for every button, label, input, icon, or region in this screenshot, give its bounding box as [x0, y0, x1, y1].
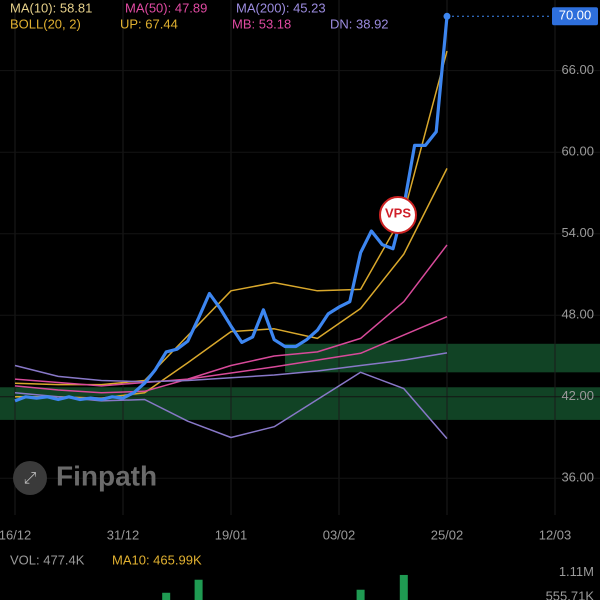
volume-bar: [399, 574, 408, 600]
indicator-legend: MA(10): 58.81: [10, 0, 92, 15]
indicator-line: [14, 352, 448, 383]
price-line: [14, 16, 449, 403]
y-tick-label: 36.00: [561, 470, 594, 485]
x-tick-label: 19/01: [215, 527, 248, 542]
indicator-legend: BOLL(20, 2): [10, 16, 81, 31]
last-price-label: 70.00: [559, 8, 592, 23]
x-tick-label: 03/02: [323, 527, 356, 542]
y-tick-label: 48.00: [561, 307, 594, 322]
volume-bar: [356, 589, 365, 600]
y-tick-label: 60.00: [561, 144, 594, 159]
indicator-legend: MA(200): 45.23: [236, 0, 326, 15]
y-tick-label: 66.00: [561, 62, 594, 77]
x-tick-label: 25/02: [431, 527, 464, 542]
y-tick-label: 42.00: [561, 388, 594, 403]
indicator-legend: MB: 53.18: [232, 16, 291, 31]
x-tick-label: 16/12: [0, 527, 31, 542]
watermark: Finpath: [56, 460, 157, 491]
volume-bar: [194, 579, 203, 600]
badge-circle: [379, 196, 417, 234]
watermark-logo: [13, 461, 47, 495]
watermark-logo-arrows: ⤢: [24, 470, 37, 487]
x-tick-label: 12/03: [539, 527, 572, 542]
x-tick-label: 31/12: [107, 527, 140, 542]
volume-bar: [162, 592, 171, 600]
last-price-dot: [443, 12, 451, 20]
volume-legend: MA10: 465.99K: [112, 552, 202, 567]
indicator-legend: DN: 38.92: [330, 16, 389, 31]
volume-tick-label: 555.71K: [546, 588, 595, 600]
volume-legend: VOL: 477.4K: [10, 552, 85, 567]
y-tick-label: 54.00: [561, 225, 594, 240]
badge: VPS: [385, 205, 411, 220]
indicator-line: [14, 316, 448, 387]
last-price-box: [552, 7, 598, 26]
support-zone: [284, 343, 600, 373]
volume-tick-label: 1.11M: [559, 564, 594, 579]
indicator-line: [14, 244, 448, 394]
indicator-legend: UP: 67.44: [120, 16, 178, 31]
indicator-legend: MA(50): 47.89: [125, 0, 207, 15]
